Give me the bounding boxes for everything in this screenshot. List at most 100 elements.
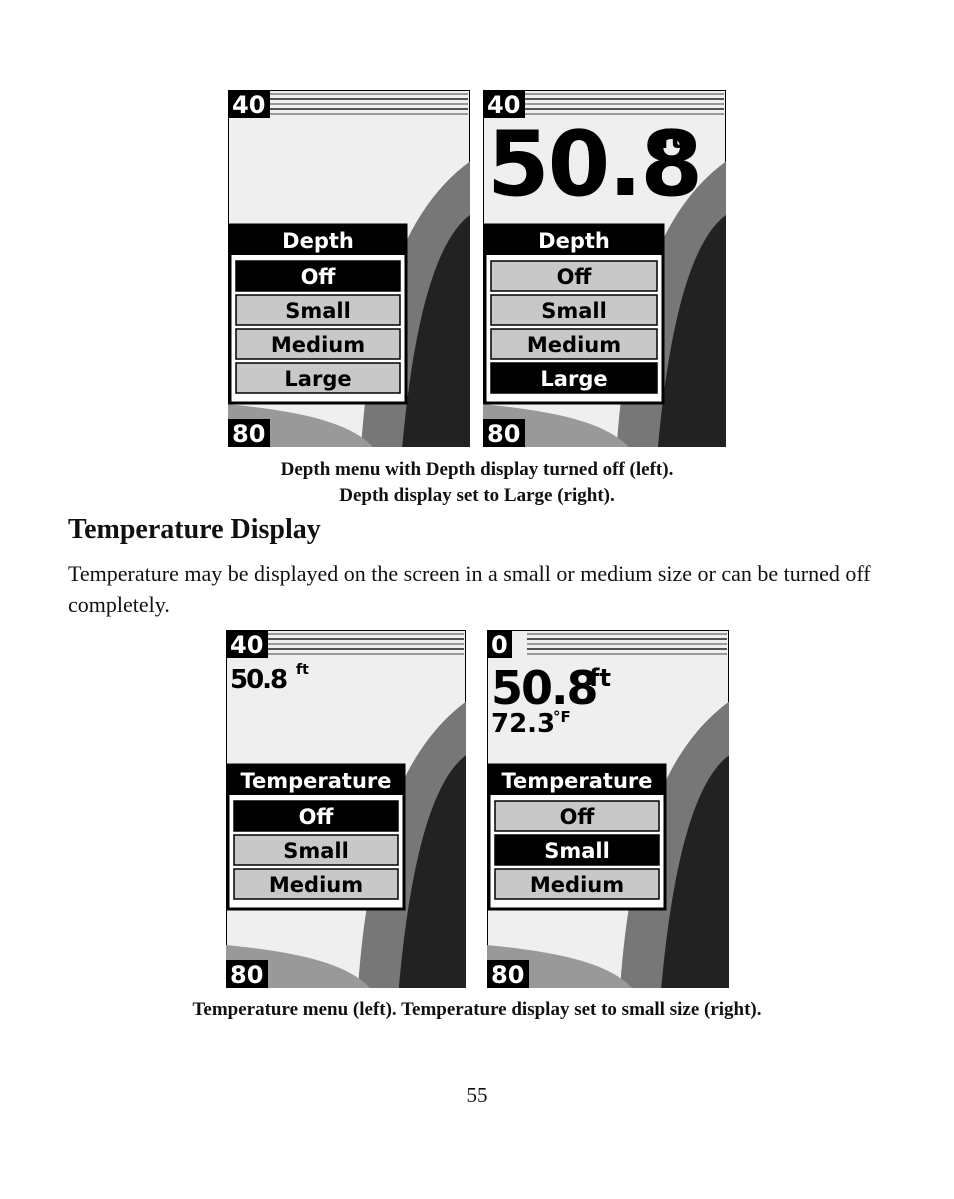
surface-clutter bbox=[527, 643, 727, 645]
menu-item bbox=[235, 294, 401, 326]
caption: Depth menu with Depth display turned off… bbox=[0, 457, 954, 509]
menu-item-label: Off bbox=[560, 805, 596, 829]
scale-bottom: 80 bbox=[232, 420, 265, 447]
scale-box bbox=[487, 630, 512, 658]
menu-item bbox=[490, 294, 658, 326]
scale-top: 40 bbox=[232, 91, 265, 119]
sonar-band bbox=[402, 214, 470, 447]
surface-clutter bbox=[266, 633, 464, 635]
menu-item-label: Small bbox=[285, 299, 351, 323]
menu: Depth Off Small Medium Large bbox=[483, 223, 665, 405]
screenshot: 0 80 50.8ft 72.3°F Temperature Off Small Medium bbox=[487, 630, 729, 988]
surface-clutter bbox=[266, 638, 464, 640]
scale-box bbox=[226, 960, 268, 988]
scale-box bbox=[483, 419, 525, 447]
menu-title-bar bbox=[230, 225, 406, 255]
surface-clutter bbox=[527, 633, 727, 635]
screenshot: 40 80 50.8ft Depth Off Small Medium Large bbox=[483, 90, 726, 447]
menu-item-label: Large bbox=[284, 367, 351, 391]
menu-item bbox=[494, 868, 660, 900]
surface-clutter bbox=[523, 93, 724, 95]
menu-title-bar bbox=[485, 225, 663, 255]
scale-box bbox=[483, 90, 525, 118]
caption-line: Depth display set to Large (right). bbox=[339, 485, 615, 506]
scale-top: 40 bbox=[487, 91, 520, 119]
caption-line: Depth menu with Depth display turned off… bbox=[280, 459, 674, 480]
menu-item-label: Medium bbox=[269, 873, 363, 897]
scale-box bbox=[487, 960, 529, 988]
menu: Temperature Off Small Medium bbox=[226, 763, 406, 911]
menu-item bbox=[490, 362, 658, 394]
surface-clutter bbox=[523, 113, 724, 115]
menu-item bbox=[233, 868, 399, 900]
surface-clutter bbox=[527, 653, 727, 655]
surface-clutter bbox=[268, 103, 468, 105]
scale-bottom: 80 bbox=[487, 420, 520, 447]
menu-title: Depth bbox=[538, 229, 610, 253]
menu-item bbox=[490, 260, 658, 292]
surface-clutter bbox=[268, 113, 468, 115]
heading: Temperature Display bbox=[68, 514, 321, 545]
menu-item-label: Off bbox=[299, 805, 335, 829]
menu-item bbox=[235, 260, 401, 292]
temperature-readout: 72.3 bbox=[491, 709, 555, 739]
menu-item bbox=[233, 834, 399, 866]
surface-clutter bbox=[266, 643, 464, 645]
menu-item-label: Small bbox=[544, 839, 610, 863]
menu-item bbox=[494, 834, 660, 866]
surface-clutter bbox=[266, 653, 464, 655]
menu-item-label: Small bbox=[541, 299, 607, 323]
sonar-band bbox=[657, 214, 726, 447]
menu-item bbox=[494, 800, 660, 832]
sonar-band bbox=[661, 755, 729, 988]
menu-item-label: Off bbox=[557, 265, 593, 289]
depth-unit: ft bbox=[659, 125, 683, 155]
depth-readout: 50.8 bbox=[491, 661, 597, 715]
surface-clutter bbox=[523, 103, 724, 105]
temperature-unit: °F bbox=[553, 708, 571, 726]
menu-item bbox=[490, 328, 658, 360]
depth-readout: 50.8 bbox=[487, 112, 701, 217]
menu-item-label: Off bbox=[301, 265, 337, 289]
surface-clutter bbox=[268, 93, 468, 95]
surface-clutter bbox=[527, 648, 727, 650]
surface-clutter bbox=[523, 98, 724, 100]
surface-clutter bbox=[268, 108, 468, 110]
menu-title-bar bbox=[489, 765, 665, 795]
menu-item-label: Small bbox=[283, 839, 349, 863]
menu: Depth Off Small Medium Large bbox=[228, 223, 408, 405]
caption: Temperature menu (left). Temperature dis… bbox=[0, 997, 954, 1023]
menu-item-label: Medium bbox=[527, 333, 621, 357]
menu-title-bar bbox=[228, 765, 404, 795]
menu-item bbox=[235, 362, 401, 394]
surface-clutter bbox=[268, 98, 468, 100]
sonar-band bbox=[398, 755, 466, 988]
screenshot: 40 80 Depth Off Small Medium Large bbox=[228, 90, 470, 447]
page-number: 55 bbox=[466, 1083, 488, 1107]
surface-clutter bbox=[527, 638, 727, 640]
depth-unit: ft bbox=[296, 662, 309, 678]
surface-clutter bbox=[266, 648, 464, 650]
menu-item-label: Large bbox=[540, 367, 607, 391]
menu-title: Temperature bbox=[501, 769, 652, 793]
caption-line: Temperature menu (left). Temperature dis… bbox=[192, 999, 762, 1020]
menu-item-label: Medium bbox=[530, 873, 624, 897]
screenshot: 40 80 50.8 ft Temperature Off Small Medium bbox=[226, 630, 466, 988]
depth-readout: 50.8 bbox=[230, 665, 287, 695]
surface-clutter bbox=[523, 108, 724, 110]
scale-box bbox=[226, 630, 268, 658]
scale-bottom: 80 bbox=[230, 961, 263, 988]
depth-unit: ft bbox=[589, 664, 611, 692]
menu-title: Temperature bbox=[240, 769, 391, 793]
paragraph: Temperature may be displayed on the scre… bbox=[68, 561, 871, 617]
scale-top: 0 bbox=[491, 631, 508, 659]
scale-top: 40 bbox=[230, 631, 263, 659]
scale-box bbox=[228, 90, 270, 118]
menu-item bbox=[235, 328, 401, 360]
scale-box bbox=[228, 419, 270, 447]
scale-bottom: 80 bbox=[491, 961, 524, 988]
menu-item-label: Medium bbox=[271, 333, 365, 357]
menu-item bbox=[233, 800, 399, 832]
menu: Temperature Off Small Medium bbox=[487, 763, 667, 911]
